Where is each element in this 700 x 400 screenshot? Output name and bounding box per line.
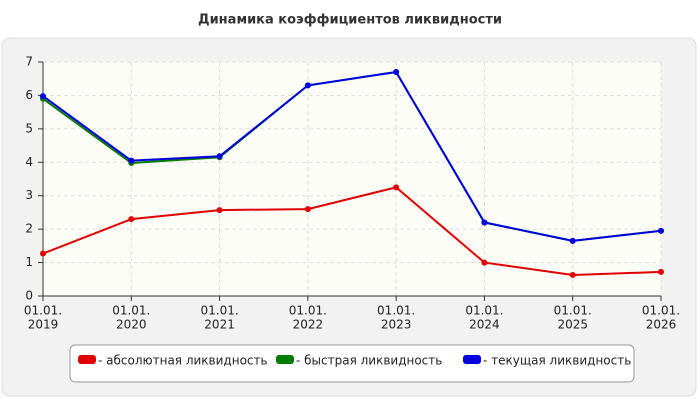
- x-tick-label: 01.01.: [112, 304, 150, 318]
- point: [304, 206, 311, 213]
- x-tick-label: 01.01.: [289, 304, 327, 318]
- x-tick-label: 2021: [204, 318, 235, 332]
- x-tick-label: 2020: [116, 318, 147, 332]
- point: [40, 93, 46, 100]
- x-tick-label: 01.01.: [465, 304, 503, 318]
- x-tick-label: 01.01.: [642, 304, 680, 318]
- point: [658, 227, 664, 234]
- x-tick-label: 01.01.: [24, 304, 62, 318]
- x-tick-label: 2023: [381, 318, 412, 332]
- point: [128, 157, 135, 164]
- legend-swatch: [276, 355, 294, 364]
- point: [658, 268, 664, 275]
- series-line: [42, 186, 662, 276]
- point: [40, 250, 46, 257]
- point: [569, 237, 576, 244]
- x-tick-label: 2024: [469, 318, 500, 332]
- x-tick-label: 01.01.: [377, 304, 415, 318]
- x-tick-label: 2019: [28, 318, 59, 332]
- point: [393, 184, 400, 191]
- y-tick-label: 6: [25, 88, 33, 102]
- legend-label: - текущая ликвидность: [483, 354, 631, 368]
- y-tick-label: 2: [25, 222, 33, 236]
- legend-label: - быстрая ликвидность: [296, 354, 442, 368]
- y-tick-label: 7: [25, 55, 33, 69]
- legend: [69, 344, 635, 383]
- plot-area: [43, 62, 661, 296]
- point: [481, 219, 488, 226]
- legend-swatch: [78, 355, 96, 364]
- x-tick-label: 2022: [293, 318, 324, 332]
- point: [304, 82, 311, 89]
- chart-title: Динамика коэффициентов ликвидности: [198, 13, 502, 28]
- legend-swatch: [463, 355, 481, 364]
- y-tick-label: 1: [25, 255, 33, 269]
- point: [569, 271, 576, 278]
- point: [481, 259, 488, 266]
- x-tick-label: 01.01.: [554, 304, 592, 318]
- x-tick-label: 01.01.: [200, 304, 238, 318]
- y-tick-label: 5: [25, 121, 33, 135]
- series-line: [42, 70, 662, 242]
- x-tick-label: 2025: [557, 318, 588, 332]
- point: [128, 216, 135, 223]
- point: [216, 153, 223, 160]
- y-tick-label: 0: [25, 289, 33, 303]
- point: [393, 69, 400, 76]
- legend-label: - абсолютная ликвидность: [98, 354, 268, 368]
- y-tick-label: 4: [25, 155, 33, 169]
- point: [216, 207, 223, 214]
- x-tick-label: 2026: [646, 318, 677, 332]
- y-tick-label: 3: [25, 188, 33, 202]
